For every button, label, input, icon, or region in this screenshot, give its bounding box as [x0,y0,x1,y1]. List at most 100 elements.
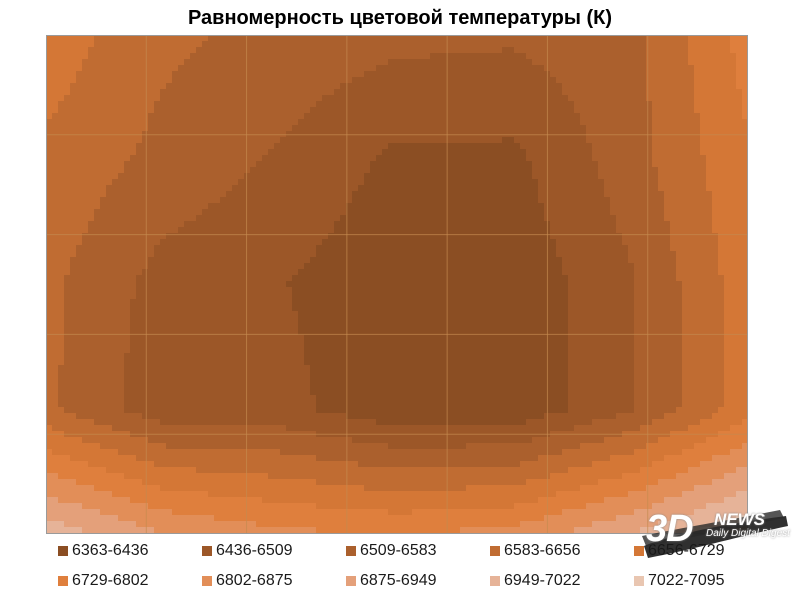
heatmap-cell [472,155,479,162]
heatmap-cell [580,125,587,132]
heatmap-cell [460,221,467,228]
heatmap-cell [538,251,545,258]
heatmap-cell [214,113,221,120]
heatmap-cell [370,203,377,210]
heatmap-cell [460,257,467,264]
heatmap-cell [694,185,701,192]
heatmap-cell [238,161,245,168]
heatmap-cell [352,173,359,180]
heatmap-cell [100,119,107,126]
heatmap-cell [436,41,443,48]
heatmap-cell [244,281,251,288]
heatmap-cell [664,41,671,48]
heatmap-cell [724,173,731,180]
heatmap-cell [712,251,719,258]
heatmap-cell [568,215,575,222]
heatmap-cell [610,161,617,168]
heatmap-cell [724,47,731,54]
heatmap-cell [430,59,437,66]
heatmap-cell [424,137,431,144]
heatmap-cell [634,35,641,42]
heatmap-cell [568,251,575,258]
heatmap-cell [196,251,203,258]
heatmap-cell [208,47,215,54]
heatmap-cell [442,143,449,150]
heatmap-cell [478,191,485,198]
heatmap-cell [496,269,503,276]
heatmap-cell [646,53,653,60]
heatmap-cell [274,89,281,96]
heatmap-cell [154,263,161,270]
heatmap-cell [190,47,197,54]
heatmap-cell [538,119,545,126]
heatmap-cell [742,209,748,216]
heatmap-cell [514,89,521,96]
heatmap-cell [118,233,125,240]
heatmap-cell [142,185,149,192]
heatmap-cell [718,65,725,72]
heatmap-cell [76,107,83,114]
heatmap-cell [184,59,191,66]
heatmap-cell [562,41,569,48]
heatmap-cell [184,227,191,234]
heatmap-cell [364,119,371,126]
heatmap-cell [106,149,113,156]
heatmap-cell [328,215,335,222]
heatmap-cell [52,281,59,288]
heatmap-cell [304,101,311,108]
heatmap-cell [580,35,587,42]
heatmap-cell [316,209,323,216]
heatmap-cell [742,89,748,96]
heatmap-cell [538,281,545,288]
heatmap-cell [190,71,197,78]
heatmap-cell [592,107,599,114]
heatmap-cell [340,227,347,234]
heatmap-cell [118,47,125,54]
heatmap-cell [550,233,557,240]
heatmap-cell [214,215,221,222]
heatmap-cell [100,125,107,132]
heatmap-cell [670,275,677,282]
heatmap-cell [136,41,143,48]
heatmap-cell [694,245,701,252]
heatmap-cell [424,245,431,252]
heatmap-cell [460,125,467,132]
heatmap-cell [574,233,581,240]
heatmap-cell [424,155,431,162]
heatmap-cell [436,53,443,60]
heatmap-cell [46,245,53,252]
heatmap-cell [700,95,707,102]
heatmap-cell [496,215,503,222]
heatmap-cell [622,83,629,90]
heatmap-cell [214,155,221,162]
heatmap-cell [442,83,449,90]
heatmap-cell [310,239,317,246]
heatmap-cell [580,83,587,90]
heatmap-cell [304,53,311,60]
heatmap-cell [478,167,485,174]
heatmap-cell [394,137,401,144]
heatmap-cell [586,227,593,234]
heatmap-cell [706,263,713,270]
heatmap-cell [70,143,77,150]
heatmap-cell [592,71,599,78]
heatmap-cell [454,53,461,60]
heatmap-cell [58,155,65,162]
heatmap-cell [202,221,209,228]
heatmap-cell [514,185,521,192]
heatmap-cell [46,263,53,270]
heatmap-cell [172,59,179,66]
heatmap-cell [478,257,485,264]
heatmap-cell [640,161,647,168]
heatmap-cell [46,251,53,258]
heatmap-cell [106,77,113,84]
heatmap-cell [130,215,137,222]
heatmap-cell [64,281,71,288]
heatmap-cell [598,251,605,258]
heatmap-cell [370,209,377,216]
heatmap-cell [358,113,365,120]
heatmap-cell [520,113,527,120]
heatmap-cell [712,149,719,156]
heatmap-cell [718,257,725,264]
heatmap-cell [142,257,149,264]
